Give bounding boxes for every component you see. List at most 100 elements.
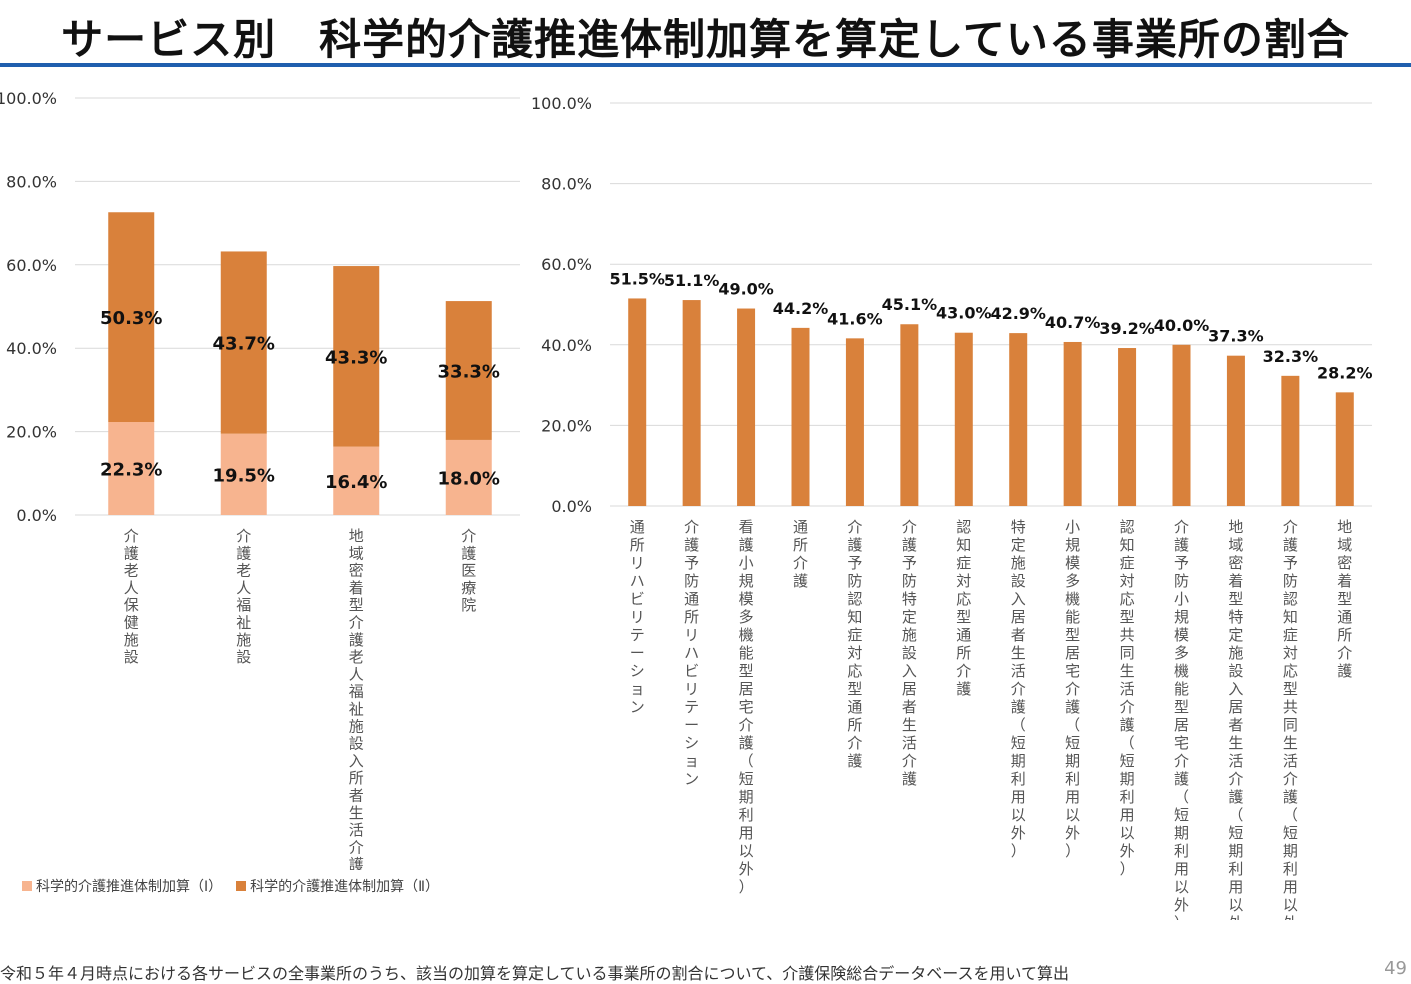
x-tick-label-char: 生 [1120, 662, 1135, 680]
bar [737, 308, 756, 506]
bar-segment [445, 301, 492, 440]
x-tick-label-char: 護 [1011, 698, 1026, 716]
x-tick-label-char: 防 [902, 572, 917, 590]
x-tick-label-char: 認 [847, 590, 862, 608]
x-tick-label-char: 活 [1120, 680, 1135, 698]
x-tick-label-char: ハ [684, 644, 699, 662]
x-tick-label-char: 生 [1011, 644, 1026, 662]
x-tick-label-char: 地 [349, 527, 364, 545]
x-tick-label-char: テ [630, 626, 645, 644]
x-tick-label-char: 設 [1011, 572, 1026, 590]
x-tick-label-char: ハ [630, 572, 645, 590]
x-tick-label-char: ） [1120, 860, 1135, 878]
x-tick-label-char: 介 [349, 838, 364, 856]
data-label: 49.0% [718, 280, 774, 299]
x-tick-label-char: 能 [739, 644, 754, 662]
x-tick-label-char: 対 [1120, 572, 1135, 590]
x-tick-label-char: 期 [739, 788, 754, 806]
x-tick-label-char: 域 [349, 544, 364, 562]
x-tick-label-char: 利 [1011, 770, 1026, 788]
x-tick-label-char: 短 [739, 770, 754, 788]
x-tick-label-char: 介 [1120, 698, 1135, 716]
x-tick-label-char: 型 [1065, 626, 1080, 644]
data-label: 40.0% [1154, 316, 1210, 335]
bar-segment [220, 251, 267, 434]
x-tick-label-char: 生 [1283, 734, 1298, 752]
x-tick-label-char: 福 [349, 683, 364, 701]
x-tick-label-char: 通 [956, 626, 971, 644]
x-tick-label-char: 通 [793, 518, 808, 536]
x-tick-label-char: 護 [902, 536, 917, 554]
x-tick-label-char: 密 [349, 562, 364, 580]
x-tick-label-char: 者 [902, 698, 917, 716]
x-tick-label-char: 活 [902, 734, 917, 752]
x-tick-label-char: 介 [461, 527, 476, 545]
y-tick-label: 0.0% [551, 497, 592, 516]
x-tick-label-char: 期 [1283, 842, 1298, 860]
x-tick-label-char: 定 [1228, 626, 1243, 644]
x-tick-label-char: 介 [1337, 644, 1352, 662]
x-tick-label-char: 認 [1120, 518, 1135, 536]
x-tick-label-char: ） [1065, 842, 1080, 860]
x-tick-label-char: 介 [739, 716, 754, 734]
x-tick-label-char: 人 [349, 665, 364, 683]
x-tick-label-char: 用 [1174, 860, 1189, 878]
x-tick-label-char: 以 [1011, 806, 1026, 824]
x-tick-label-char: 能 [1174, 680, 1189, 698]
x-tick-label-char: 通 [630, 518, 645, 536]
x-tick-label-char: 共 [1120, 626, 1135, 644]
x-tick-label-char: 人 [236, 579, 251, 597]
x-tick-label-char: 予 [847, 554, 862, 572]
x-tick-label-char: ） [739, 878, 754, 896]
x-tick-label-char: 用 [1065, 788, 1080, 806]
x-tick-label-char: リ [684, 680, 699, 698]
x-tick-label-char: 介 [1011, 680, 1026, 698]
x-tick-label-char: 護 [236, 544, 251, 562]
x-tick-label-char: 居 [739, 680, 754, 698]
data-label: 45.1% [882, 295, 938, 314]
y-tick-label: 40.0% [541, 336, 592, 355]
bar [1063, 341, 1082, 506]
bar-chart-services: 0.0%20.0%40.0%60.0%80.0%100.0%51.5%通所リハビ… [531, 94, 1373, 920]
footnote: 令和５年４月時点における各サービスの全事業所のうち、該当の加算を算定している事業… [0, 964, 1069, 983]
x-tick-label-char: 以 [1174, 878, 1189, 896]
x-tick-label-char: （ [1174, 788, 1189, 806]
bar [900, 324, 919, 506]
x-tick-label-char: 設 [124, 648, 139, 666]
x-tick-label-char: 知 [847, 608, 862, 626]
x-tick-label-char: 外 [739, 860, 754, 878]
x-tick-label-char: 短 [1228, 824, 1243, 842]
x-tick-label-char: 介 [349, 614, 364, 632]
x-tick-label-char: 用 [739, 824, 754, 842]
x-tick-label-char: 症 [847, 626, 862, 644]
x-tick-label-char: 居 [1011, 608, 1026, 626]
x-tick-label-char: 期 [1065, 752, 1080, 770]
x-tick-label-char: 定 [1011, 536, 1026, 554]
x-tick-label-char: 護 [684, 536, 699, 554]
x-tick-label-char: 施 [1011, 554, 1026, 572]
x-tick-label-char: 予 [902, 554, 917, 572]
x-tick-label-char: 多 [1065, 572, 1080, 590]
x-tick-label-char: 症 [956, 554, 971, 572]
x-tick-label-char: 入 [902, 662, 917, 680]
x-tick-label-char: 護 [847, 536, 862, 554]
x-tick-label-char: 介 [902, 752, 917, 770]
x-tick-label-char: 祉 [349, 700, 364, 718]
data-label: 19.5% [213, 465, 275, 486]
x-tick-label-char: 用 [1283, 878, 1298, 896]
x-tick-label-char: 活 [1011, 662, 1026, 680]
x-tick-label-char: 保 [124, 596, 139, 614]
x-tick-label-char: 入 [1228, 680, 1243, 698]
x-tick-label-char: 応 [1283, 662, 1298, 680]
legend-swatch-type1 [22, 881, 32, 891]
x-tick-label-char: 以 [1120, 824, 1135, 842]
x-tick-label-char: ン [684, 770, 699, 788]
x-tick-label-char: 生 [1228, 734, 1243, 752]
y-tick-label: 60.0% [541, 255, 592, 274]
